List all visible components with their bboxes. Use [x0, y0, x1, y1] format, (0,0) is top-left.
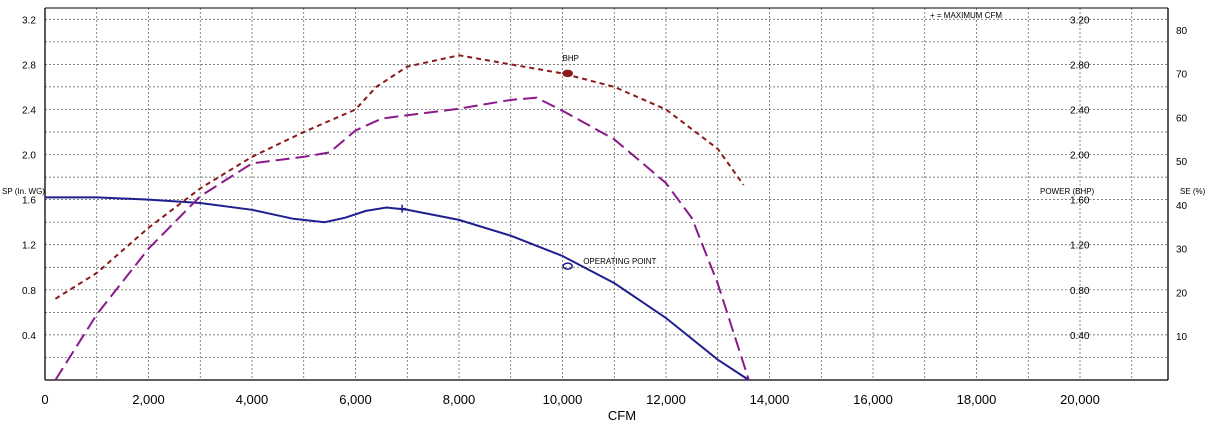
se-tick-label: 20 [1176, 288, 1188, 299]
legend-note: + = MAXIMUM CFM [930, 11, 1002, 20]
power-tick-label: 0.80 [1070, 286, 1090, 297]
x-tick-label: 2,000 [132, 392, 165, 407]
se-tick-label: 40 [1176, 201, 1188, 212]
series-line-sp [45, 196, 750, 381]
tick-labels: 0 2,000 4,000 6,000 8,000 10,000 12,000 14,000 1… [22, 15, 1188, 407]
power-tick-label: 2.40 [1070, 105, 1090, 116]
se-tick-label: 10 [1176, 332, 1188, 343]
x-tick-label: 8,000 [443, 392, 476, 407]
x-tick-label: 18,000 [957, 392, 997, 407]
x-tick-label: 16,000 [853, 392, 893, 407]
y-axis-label-power: POWER (BHP) [1040, 187, 1095, 196]
annotation-bhp: BHP [563, 54, 579, 63]
x-tick-label: 10,000 [543, 392, 583, 407]
power-tick-label: 1.60 [1070, 196, 1090, 207]
markers [398, 69, 573, 270]
power-tick-label: 3.20 [1070, 15, 1090, 26]
x-tick-label: 6,000 [339, 392, 372, 407]
x-tick-label: 14,000 [750, 392, 790, 407]
se-tick-label: 60 [1176, 113, 1188, 124]
sp-tick-label: 3.2 [22, 15, 36, 26]
sp-tick-label: 1.6 [22, 196, 36, 207]
sp-tick-label: 2.8 [22, 60, 36, 71]
operating-point-marker [562, 262, 573, 270]
x-tick-label: 0 [41, 392, 48, 407]
series-line-se [54, 96, 750, 381]
series-line-bhp [54, 54, 745, 300]
sp-tick-label: 2.4 [22, 105, 36, 116]
bhp-point-marker [562, 69, 573, 78]
grid [45, 8, 1168, 380]
power-tick-label: 2.00 [1070, 151, 1090, 162]
power-tick-label: 0.40 [1070, 331, 1090, 342]
sp-tick-label: 2.0 [22, 151, 36, 162]
se-tick-label: 30 [1176, 245, 1188, 256]
sp-tick-label: 1.2 [22, 241, 36, 252]
y-axis-label-sp: SP (In. WG) [2, 187, 45, 196]
power-tick-label: 1.20 [1070, 241, 1090, 252]
annotation-operating-point: OPERATING POINT [583, 257, 656, 266]
se-tick-label: 50 [1176, 157, 1188, 168]
se-tick-label: 80 [1176, 26, 1188, 37]
plot-frame [44, 7, 1169, 381]
max-cfm-mark [398, 204, 407, 213]
se-tick-label: 70 [1176, 70, 1188, 81]
series-lines [45, 54, 750, 381]
power-tick-label: 2.80 [1070, 60, 1090, 71]
x-tick-label: 12,000 [646, 392, 686, 407]
x-axis-label: CFM [608, 408, 636, 423]
x-tick-label: 20,000 [1060, 392, 1100, 407]
sp-tick-label: 0.8 [22, 286, 36, 297]
y-axis-label-se: SE (%) [1180, 187, 1206, 196]
x-tick-label: 4,000 [236, 392, 269, 407]
sp-tick-label: 0.4 [22, 331, 36, 342]
